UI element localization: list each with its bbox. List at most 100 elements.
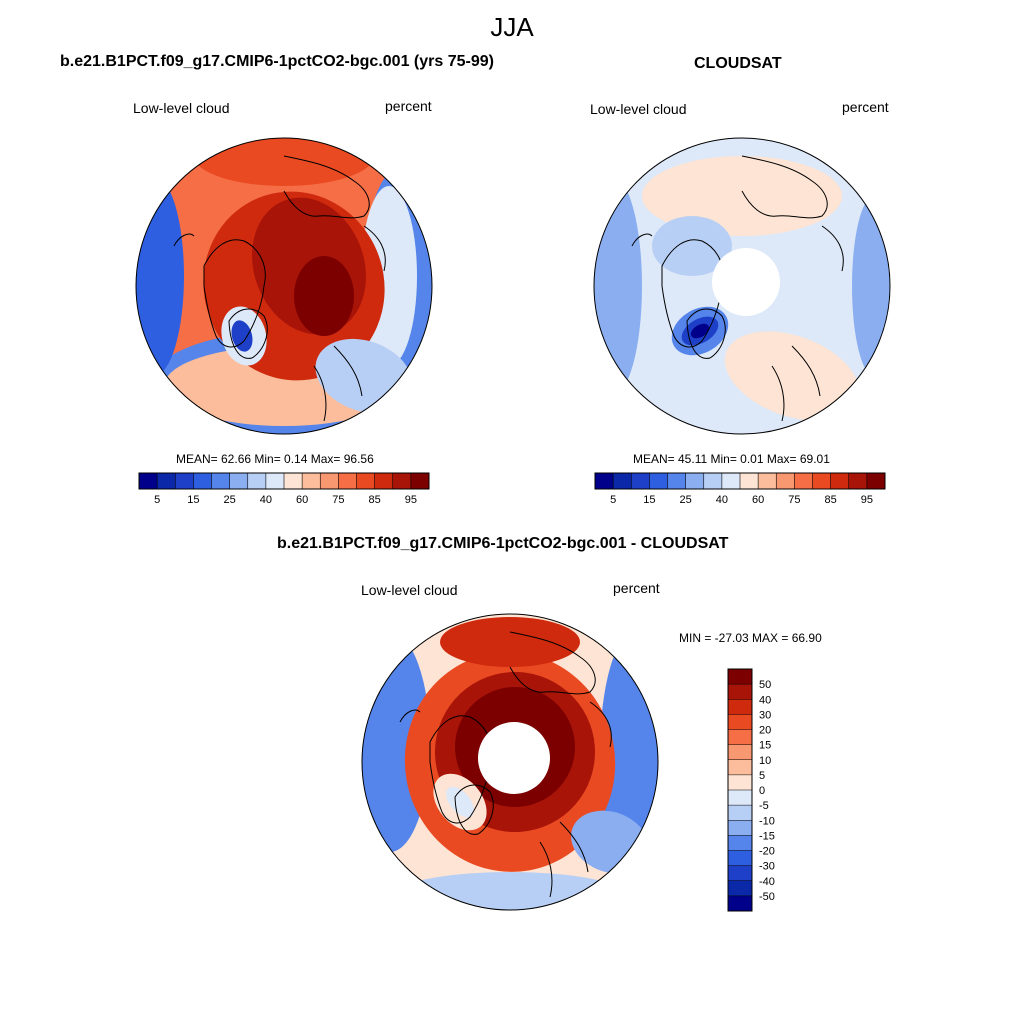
panel-3-colorbar-tick-label: -15 [759, 830, 775, 842]
panel-2-map-border [593, 137, 891, 435]
panel-3-colorbar-tick-label: 40 [759, 694, 771, 706]
panel-2-polar-map [593, 137, 891, 435]
panel-2-colorbar-tick-label: 15 [643, 494, 655, 506]
panel-2-colorbar-swatch [595, 473, 614, 489]
panel-2-colorbar-swatch [667, 473, 686, 489]
panel-2-title: CLOUDSAT [694, 55, 782, 72]
panel-1-colorbar-swatch [193, 473, 212, 489]
panel-2-units-label: percent [842, 99, 889, 115]
panel-3-colorbar-tick-label: 0 [759, 785, 765, 797]
panel-3-colorbar-swatch [728, 865, 752, 882]
panel-1-colorbar-swatch [229, 473, 249, 489]
panel-3-colorbar-swatch [728, 699, 752, 715]
panel-1-colorbar-swatch [410, 473, 430, 489]
panel-1-colorbar-swatch [139, 473, 158, 489]
panel-3-colorbar-swatch [728, 850, 752, 866]
figure-title: JJA [490, 12, 534, 42]
panel-3-colorbar-swatch [728, 684, 752, 700]
panel-3-colorbar-swatch [728, 744, 752, 761]
panel-1-stats: MEAN= 62.66 Min= 0.14 Max= 96.56 [176, 452, 374, 466]
panel-3-colorbar-swatch [728, 820, 752, 836]
panel-2-colorbar-swatch [866, 473, 886, 489]
panel-2-colorbar-tick-label: 95 [861, 494, 873, 506]
panel-3-colorbar-tick-label: 30 [759, 709, 771, 721]
panel-3-colorbar-swatch [728, 805, 752, 821]
panel-2-colorbar-swatch [613, 473, 632, 489]
panel-2-colorbar-tick-label: 40 [716, 494, 728, 506]
panel-3-colorbar-tick-label: 5 [759, 770, 765, 782]
panel-3-colorbar-tick-label: 50 [759, 679, 771, 691]
panel-1-colorbar-tick-label: 85 [369, 494, 381, 506]
panel-3-colorbar-tick-label: 10 [759, 755, 771, 767]
panel-1-colorbar-tick-label: 40 [260, 494, 272, 506]
panel-1-colorbar-swatch [374, 473, 394, 489]
panel-2-colorbar-swatch [631, 473, 650, 489]
panel-1-colorbar-tick-label: 15 [187, 494, 199, 506]
panel-3-title: b.e21.B1PCT.f09_g17.CMIP6-1pctCO2-bgc.00… [277, 535, 729, 552]
panel-1-colorbar-swatch [157, 473, 176, 489]
panel-3-colorbar-tick-label: -30 [759, 861, 775, 873]
panel-1-colorbar-swatch [320, 473, 339, 489]
panel-2-stats: MEAN= 45.11 Min= 0.01 Max= 69.01 [633, 452, 830, 466]
panel-2-colorbar-swatch [703, 473, 723, 489]
panel-3-colorbar-swatch [728, 714, 752, 730]
panel-3-colorbar-swatch [728, 835, 752, 851]
panel-3-map-border [361, 613, 659, 911]
panel-2-colorbar-swatch [830, 473, 850, 489]
panel-2-colorbar-tick-label: 75 [788, 494, 800, 506]
panel-3-polar-map [361, 613, 659, 911]
panel-1-colorbar-swatch [265, 473, 285, 489]
panel-1-units-label: percent [385, 98, 432, 114]
panel-2-colorbar: 5 15 25 40 60 75 85 95 [594, 472, 886, 506]
panel-2-data-gap [712, 248, 780, 316]
panel-1-colorbar-swatch [211, 473, 230, 489]
panel-3-colorbar-swatch [728, 759, 752, 776]
panel-1-colorbar: 5 15 25 40 60 75 85 95 [138, 472, 430, 506]
panel-3-colorbar-swatch [728, 790, 752, 806]
panel-3-colorbar-swatch [728, 729, 752, 745]
panel-2-colorbar-swatch [812, 473, 831, 489]
panel-3-colorbar-swatch [728, 895, 752, 912]
panel-1-variable-label: Low-level cloud [133, 100, 230, 116]
panel-3-colorbar-swatch [728, 880, 752, 897]
panel-1-colorbar-tick-label: 5 [154, 494, 160, 506]
panel-2-colorbar-swatch [649, 473, 668, 489]
panel-1-colorbar-tick-label: 75 [332, 494, 344, 506]
panel-2-colorbar-tick-label: 25 [680, 494, 692, 506]
panel-3-colorbar-swatch [728, 669, 752, 685]
panel-1-colorbar-swatch [247, 473, 267, 489]
panel-2-colorbar-swatch [794, 473, 813, 489]
panel-2-colorbar-swatch [848, 473, 868, 489]
panel-2-colorbar-swatch [758, 473, 777, 489]
panel-3-colorbar-tick-label: -40 [759, 876, 775, 888]
panel-1-colorbar-swatch [284, 473, 303, 489]
panel-1-colorbar-swatch [356, 473, 375, 489]
panel-3-colorbar-tick-label: -50 [759, 891, 775, 903]
panel-1-title: b.e21.B1PCT.f09_g17.CMIP6-1pctCO2-bgc.00… [60, 53, 494, 70]
panel-2-colorbar-swatch [721, 473, 741, 489]
panel-3-colorbar-swatch [728, 774, 752, 791]
panel-1-map-border [135, 137, 433, 435]
panel-1-colorbar-swatch [392, 473, 412, 489]
panel-3-stats: MIN = -27.03 MAX = 66.90 [679, 631, 822, 645]
panel-3-colorbar-tick-label: 20 [759, 725, 771, 737]
panel-2-colorbar-tick-label: 5 [610, 494, 616, 506]
panel-2-colorbar-tick-label: 85 [825, 494, 837, 506]
panel-1-colorbar-tick-label: 25 [224, 494, 236, 506]
panel-1-colorbar-tick-label: 95 [405, 494, 417, 506]
panel-1-polar-map [135, 137, 433, 435]
panel-3-variable-label: Low-level cloud [361, 582, 458, 598]
panel-2-colorbar-tick-label: 60 [752, 494, 764, 506]
panel-1-colorbar-swatch [175, 473, 194, 489]
panel-3-units-label: percent [613, 580, 660, 596]
panel-1-colorbar-swatch [302, 473, 321, 489]
panel-1-colorbar-swatch [338, 473, 357, 489]
panel-2-colorbar-swatch [740, 473, 759, 489]
panel-3-colorbar-tick-label: -5 [759, 800, 769, 812]
panel-3-data-gap [478, 722, 550, 794]
panel-2-colorbar-swatch [776, 473, 795, 489]
panel-2-colorbar-swatch [685, 473, 705, 489]
panel-3-colorbar-tick-label: -20 [759, 846, 775, 858]
panel-3-colorbar-tick-label: -10 [759, 815, 775, 827]
